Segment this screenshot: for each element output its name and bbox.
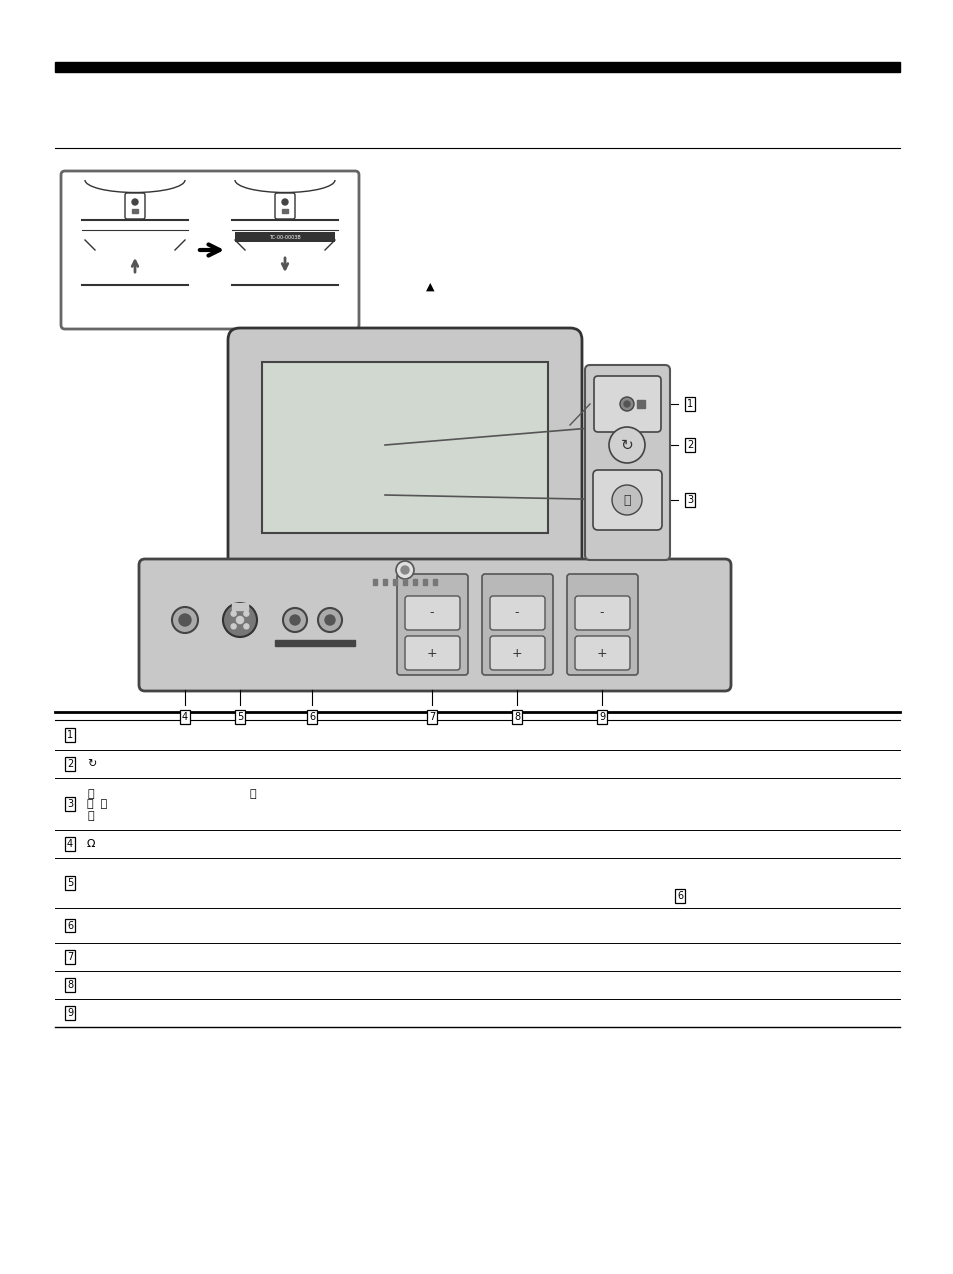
FancyBboxPatch shape (139, 559, 730, 691)
FancyBboxPatch shape (61, 171, 358, 329)
Circle shape (400, 566, 409, 575)
Text: +: + (596, 646, 607, 660)
Text: 2: 2 (686, 440, 693, 450)
FancyBboxPatch shape (594, 376, 660, 432)
FancyBboxPatch shape (490, 596, 544, 631)
Text: TC-00-0003B: TC-00-0003B (269, 234, 300, 240)
Circle shape (623, 401, 629, 406)
Text: ↻: ↻ (620, 437, 633, 452)
Bar (413, 578, 416, 585)
Text: 8: 8 (67, 980, 73, 990)
FancyBboxPatch shape (490, 636, 544, 670)
Bar (234, 232, 335, 242)
FancyBboxPatch shape (343, 614, 467, 631)
Text: 9: 9 (67, 1008, 73, 1018)
FancyBboxPatch shape (566, 575, 638, 675)
FancyBboxPatch shape (481, 575, 553, 675)
Text: ⏻  ⏻: ⏻ ⏻ (87, 799, 107, 809)
FancyBboxPatch shape (274, 192, 294, 219)
Text: +: + (426, 646, 436, 660)
Bar (402, 578, 407, 585)
FancyBboxPatch shape (593, 470, 661, 530)
FancyBboxPatch shape (396, 575, 468, 675)
Circle shape (172, 606, 198, 633)
FancyBboxPatch shape (262, 362, 547, 533)
Text: -: - (515, 606, 518, 619)
FancyBboxPatch shape (405, 596, 459, 631)
Circle shape (325, 615, 335, 626)
Bar (373, 578, 376, 585)
Text: ⏻: ⏻ (250, 789, 256, 799)
Circle shape (231, 624, 236, 629)
Circle shape (231, 612, 236, 617)
Text: 7: 7 (429, 712, 435, 722)
Circle shape (244, 612, 249, 617)
Circle shape (317, 608, 341, 632)
Bar (393, 578, 396, 585)
FancyBboxPatch shape (584, 364, 669, 561)
Text: 8: 8 (514, 712, 519, 722)
Text: 1: 1 (67, 730, 73, 740)
Circle shape (395, 561, 414, 578)
Text: 6: 6 (677, 891, 682, 901)
Text: 5: 5 (67, 878, 73, 888)
Circle shape (179, 614, 191, 626)
Circle shape (290, 615, 299, 626)
FancyBboxPatch shape (125, 192, 145, 219)
Bar (55, 62, 899, 73)
Circle shape (283, 608, 307, 632)
Text: ▲: ▲ (425, 282, 434, 292)
Text: ↻: ↻ (87, 759, 96, 769)
Bar (637, 400, 644, 408)
Bar (382, 578, 387, 585)
Text: 7: 7 (67, 952, 73, 962)
Text: 2: 2 (67, 759, 73, 769)
Bar (282, 209, 288, 213)
FancyBboxPatch shape (575, 636, 629, 670)
Text: 4: 4 (182, 712, 188, 722)
Bar (433, 578, 436, 585)
Text: 6: 6 (67, 921, 73, 930)
Text: 1: 1 (686, 399, 692, 409)
Circle shape (608, 427, 644, 462)
Circle shape (612, 485, 641, 515)
Bar (422, 578, 427, 585)
FancyBboxPatch shape (228, 327, 581, 603)
Text: 6: 6 (309, 712, 314, 722)
FancyBboxPatch shape (575, 596, 629, 631)
Text: ⏻: ⏻ (87, 789, 93, 799)
Text: 9: 9 (598, 712, 604, 722)
Text: ⏻: ⏻ (87, 812, 93, 820)
Circle shape (282, 199, 288, 205)
Text: Ω: Ω (87, 840, 95, 848)
Circle shape (223, 603, 256, 637)
Circle shape (244, 624, 249, 629)
Text: -: - (599, 606, 603, 619)
Text: ⏻: ⏻ (622, 493, 630, 507)
Circle shape (132, 199, 138, 205)
Text: -: - (429, 606, 434, 619)
Circle shape (236, 617, 243, 623)
Bar (132, 209, 138, 213)
Text: 3: 3 (686, 496, 692, 505)
Bar (232, 603, 248, 610)
Text: 3: 3 (67, 799, 73, 809)
Text: 5: 5 (236, 712, 243, 722)
Bar (274, 640, 355, 646)
Bar (391, 590, 418, 618)
Text: 4: 4 (67, 840, 73, 848)
FancyBboxPatch shape (405, 636, 459, 670)
Circle shape (619, 397, 634, 412)
Text: +: + (511, 646, 521, 660)
